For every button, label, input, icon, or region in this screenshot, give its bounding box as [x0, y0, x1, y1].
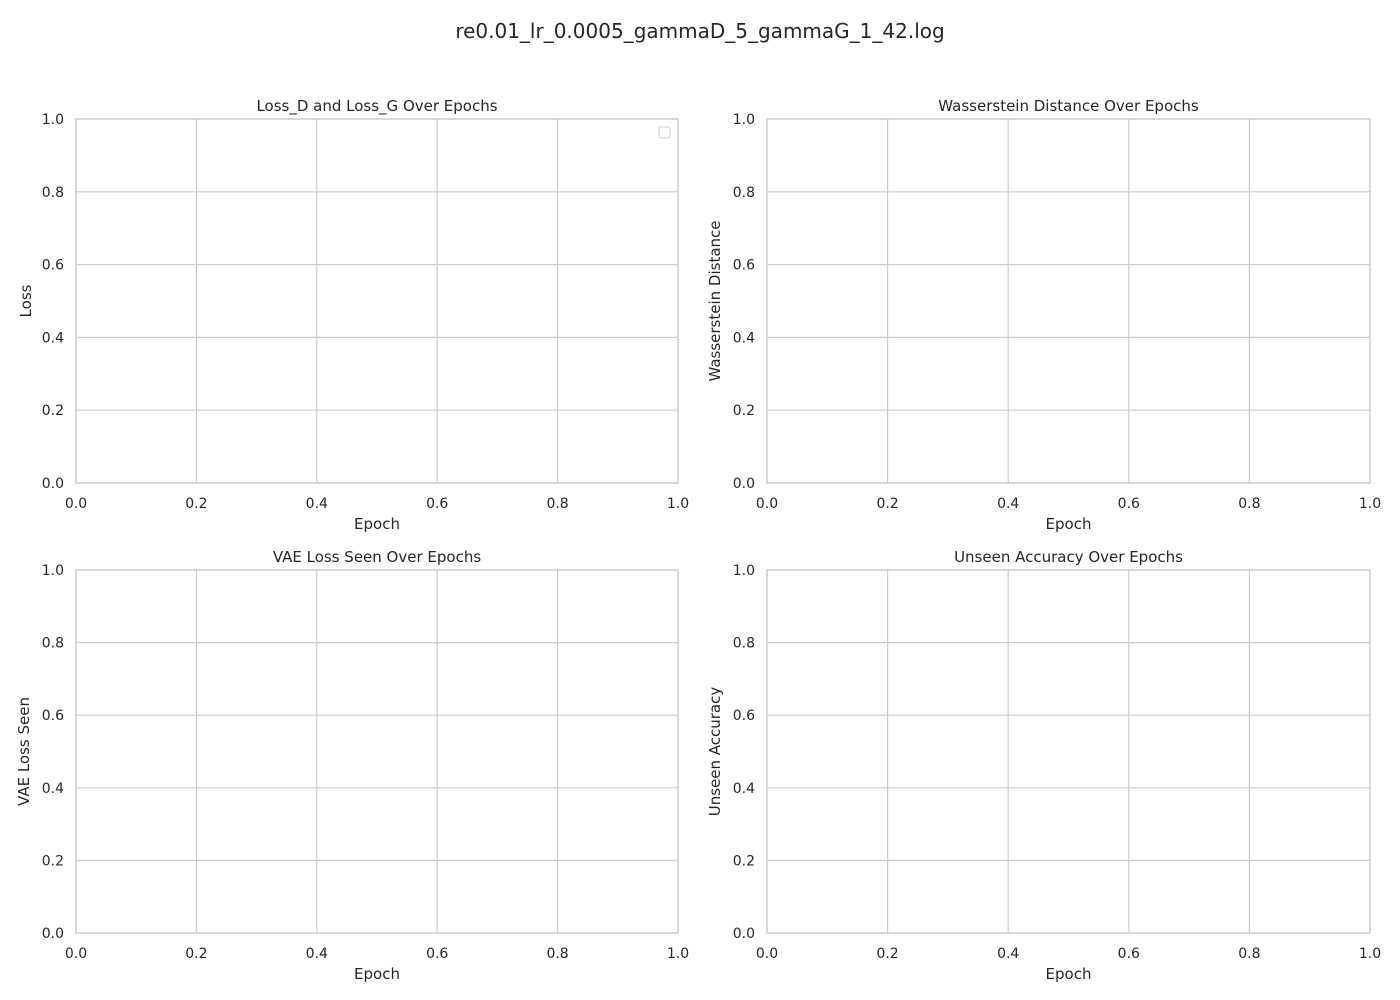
x-tick-label: 0.4: [306, 946, 328, 962]
x-tick-label: 0.2: [185, 496, 207, 512]
x-tick-label: 0.8: [1238, 946, 1260, 962]
x-tick-label: 1.0: [667, 496, 689, 512]
x-tick-label: 0.4: [997, 946, 1019, 962]
figure-suptitle: re0.01_lr_0.0005_gammaD_5_gammaG_1_42.lo…: [455, 19, 944, 43]
legend-box: [658, 126, 671, 139]
y-tick-label: 0.0: [733, 476, 755, 492]
plot-area-frame: [75, 569, 679, 934]
x-tick-label: 0.6: [426, 946, 448, 962]
y-axis-label: VAE Loss Seen: [15, 697, 33, 806]
subplot-2: 0.0 0.2 0.4 0.6 0.8 1.0 0.0 0.2 0.4 0.6 0.8 1.0 Wass…: [706, 97, 1381, 533]
plot-area-frame: [766, 569, 1371, 934]
x-axis-label: Epoch: [1046, 965, 1092, 983]
plot-area-frame: [766, 118, 1371, 484]
y-tick-label: 1.0: [42, 112, 64, 128]
subplot-title: VAE Loss Seen Over Epochs: [273, 548, 482, 566]
subplot-1: 0.0 0.2 0.4 0.6 0.8 1.0 0.0 0.2 0.4 0.6 0.8 1.0 Loss…: [17, 97, 689, 533]
plot-area-frame: [75, 118, 679, 484]
y-tick-label: 0.0: [42, 476, 64, 492]
subplot-4: 0.0 0.2 0.4 0.6 0.8 1.0 0.0 0.2 0.4 0.6 0.8 1.0 Unse…: [706, 548, 1381, 983]
x-tick-label: 0.4: [306, 496, 328, 512]
y-tick-label: 0.8: [42, 185, 64, 201]
y-axis-label: Loss: [17, 284, 35, 317]
y-tick-label: 0.6: [733, 708, 755, 724]
x-axis-label: Epoch: [354, 515, 400, 533]
subplot-3: 0.0 0.2 0.4 0.6 0.8 1.0 0.0 0.2 0.4 0.6 0.8 1.0 VAE …: [15, 548, 689, 983]
y-tick-label: 0.4: [42, 330, 64, 346]
y-tick-label: 0.4: [42, 781, 64, 797]
y-tick-label: 0.2: [733, 853, 755, 869]
y-tick-label: 0.6: [733, 258, 755, 274]
y-axis-label: Unseen Accuracy: [706, 687, 724, 817]
x-tick-label: 0.0: [65, 496, 87, 512]
x-tick-label: 1.0: [667, 946, 689, 962]
subplot-title: Unseen Accuracy Over Epochs: [954, 548, 1183, 566]
y-tick-label: 0.2: [733, 403, 755, 419]
x-tick-label: 0.6: [1118, 496, 1140, 512]
x-tick-label: 0.2: [876, 496, 898, 512]
x-tick-label: 0.8: [1238, 496, 1260, 512]
y-tick-label: 0.6: [42, 708, 64, 724]
x-tick-label: 1.0: [1359, 496, 1381, 512]
y-tick-label: 1.0: [733, 112, 755, 128]
x-tick-label: 0.0: [65, 946, 87, 962]
x-axis-label: Epoch: [354, 965, 400, 983]
y-tick-label: 1.0: [42, 563, 64, 579]
y-tick-label: 0.8: [42, 636, 64, 652]
subplot-title: Loss_D and Loss_G Over Epochs: [256, 97, 497, 116]
subplot-grid: 0.0 0.2 0.4 0.6 0.8 1.0 0.0 0.2 0.4 0.6 0.8 1.0 Loss…: [15, 97, 1381, 983]
x-tick-label: 0.4: [997, 496, 1019, 512]
y-tick-label: 0.4: [733, 781, 755, 797]
x-tick-label: 0.8: [546, 946, 568, 962]
y-tick-label: 0.0: [733, 926, 755, 942]
x-tick-label: 0.8: [546, 496, 568, 512]
x-tick-label: 0.6: [1118, 946, 1140, 962]
y-tick-label: 0.0: [42, 926, 64, 942]
x-axis-label: Epoch: [1046, 515, 1092, 533]
y-tick-label: 0.4: [733, 330, 755, 346]
subplot-title: Wasserstein Distance Over Epochs: [938, 97, 1199, 115]
y-tick-label: 0.2: [42, 853, 64, 869]
x-tick-label: 0.0: [756, 496, 778, 512]
x-tick-label: 1.0: [1359, 946, 1381, 962]
x-tick-label: 0.2: [185, 946, 207, 962]
y-tick-label: 0.6: [42, 258, 64, 274]
x-tick-label: 0.2: [876, 946, 898, 962]
y-tick-label: 0.8: [733, 185, 755, 201]
x-tick-label: 0.6: [426, 496, 448, 512]
y-tick-label: 0.8: [733, 636, 755, 652]
y-tick-label: 0.2: [42, 403, 64, 419]
x-tick-label: 0.0: [756, 946, 778, 962]
y-axis-label: Wasserstein Distance: [706, 220, 724, 381]
y-tick-label: 1.0: [733, 563, 755, 579]
